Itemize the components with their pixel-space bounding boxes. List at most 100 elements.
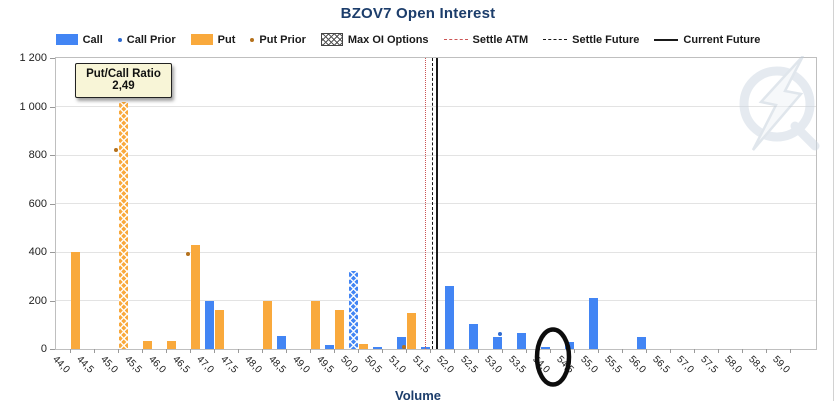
call-bar[interactable] <box>396 336 406 349</box>
gridline <box>56 106 816 107</box>
legend: Call Call Prior Put Put Prior Max OI Opt… <box>0 33 816 46</box>
plot-area: 0 200 400 600 800 1 000 1 200 44,0 44,5 45,0 45,5 4… <box>19 52 817 376</box>
legend-item-settle-atm[interactable]: Settle ATM <box>443 33 529 46</box>
x-axis-label: 46,5 <box>170 354 192 376</box>
x-axis-tick <box>310 349 311 353</box>
x-axis-label: 45,5 <box>122 354 144 376</box>
x-axis-tick <box>766 349 767 353</box>
x-axis-title: Volume <box>395 388 441 401</box>
legend-item-put-prior[interactable]: Put Prior <box>250 33 306 46</box>
call-bar[interactable] <box>348 271 358 349</box>
call-bar[interactable] <box>276 335 286 349</box>
x-axis-tick <box>670 349 671 353</box>
y-axis-label: 600 <box>28 197 47 210</box>
call-bar[interactable] <box>372 346 382 349</box>
call-prior-dot <box>498 332 502 337</box>
put-bar[interactable] <box>334 310 344 349</box>
page-title: BZOV7 Open Interest <box>340 5 496 22</box>
x-axis-label: 51,0 <box>386 354 408 376</box>
x-axis-tick <box>94 349 95 353</box>
x-axis-label: 50,0 <box>338 354 360 376</box>
settle-future-line <box>432 58 434 349</box>
put-bar[interactable] <box>358 344 368 349</box>
put-bar[interactable] <box>262 300 272 349</box>
x-axis-label: 48,5 <box>266 354 288 376</box>
y-axis-tick <box>50 300 55 302</box>
x-axis-label: 50,5 <box>362 354 384 376</box>
legend-label: Put Prior <box>259 33 306 46</box>
call-bar[interactable] <box>492 336 502 349</box>
legend-item-max-oi[interactable]: Max OI Options <box>320 33 429 46</box>
gridline <box>56 251 816 253</box>
put-bar[interactable] <box>190 244 200 349</box>
x-axis-label: 56,5 <box>650 354 672 376</box>
x-axis-tick <box>118 349 119 353</box>
y-axis-tick <box>50 155 55 156</box>
put-prior-dot <box>186 252 190 257</box>
put-bar[interactable] <box>166 340 176 349</box>
call-bar[interactable] <box>324 345 334 349</box>
x-axis-label: 53,0 <box>482 354 504 376</box>
x-axis-tick <box>646 349 647 353</box>
settle-atm-line-icon <box>443 39 468 40</box>
x-axis-label: 58,5 <box>746 354 768 376</box>
x-axis-tick <box>454 349 455 353</box>
x-axis-tick <box>478 349 479 353</box>
call-bar[interactable] <box>540 346 550 349</box>
put-bar[interactable] <box>142 340 152 349</box>
legend-item-call-prior[interactable]: Call Prior <box>117 34 176 46</box>
legend-label: Settle ATM <box>472 33 529 46</box>
legend-item-current-future[interactable]: Current Future <box>654 34 760 46</box>
legend-item-put[interactable]: Put <box>190 34 235 46</box>
x-axis-label: 49,5 <box>314 354 336 376</box>
put-bar[interactable] <box>310 300 320 349</box>
put-call-ratio-tooltip: Put/Call Ratio 2,49 <box>75 63 172 98</box>
x-axis-tick <box>262 349 263 353</box>
x-axis-tick <box>286 349 287 353</box>
y-axis-tick <box>50 106 55 108</box>
call-bar[interactable] <box>588 298 598 349</box>
call-bar[interactable] <box>444 285 454 349</box>
put-bar[interactable] <box>118 101 128 349</box>
x-axis-label: 47,5 <box>218 354 240 376</box>
call-bar[interactable] <box>636 336 646 349</box>
y-axis-tick <box>50 252 55 253</box>
legend-label: Settle Future <box>572 33 640 46</box>
y-axis-label: 0 <box>40 343 47 355</box>
tooltip-title: Put/Call Ratio <box>86 68 161 80</box>
put-bar[interactable] <box>406 312 416 349</box>
x-axis-tick <box>214 349 215 353</box>
gridline <box>56 203 816 204</box>
put-prior-dot-icon <box>250 37 255 42</box>
put-swatch-icon <box>190 34 213 45</box>
call-bar[interactable] <box>420 346 430 349</box>
window-right-edge <box>833 0 834 401</box>
legend-item-settle-future[interactable]: Settle Future <box>543 34 639 46</box>
put-bar[interactable] <box>214 310 224 349</box>
y-axis-tick <box>50 203 55 205</box>
x-axis-label: 44,0 <box>50 354 72 376</box>
current-future-line-icon <box>654 38 679 41</box>
x-axis-tick <box>742 349 743 353</box>
put-bar[interactable] <box>70 252 80 349</box>
x-axis-label: 48,0 <box>242 354 264 376</box>
x-axis-label: 47,0 <box>194 354 216 376</box>
x-axis-label: 57,5 <box>698 354 720 376</box>
put-prior-dot <box>402 344 406 349</box>
settle-atm-line <box>425 58 427 349</box>
highlight-ellipse <box>534 327 572 387</box>
call-bar[interactable] <box>204 300 214 349</box>
legend-item-call[interactable]: Call <box>55 33 103 46</box>
y-axis-tick <box>50 349 55 350</box>
legend-label: Call <box>82 33 103 46</box>
x-axis-label: 55,0 <box>578 354 600 376</box>
call-bar[interactable] <box>468 323 478 349</box>
x-axis-tick <box>190 349 191 353</box>
x-axis-tick <box>142 349 143 353</box>
call-bar[interactable] <box>516 333 526 349</box>
x-axis-label: 46,0 <box>146 354 168 376</box>
settle-future-line-icon <box>543 39 568 40</box>
y-axis-label: 1 000 <box>19 100 47 113</box>
x-axis-label: 51,5 <box>410 354 432 376</box>
